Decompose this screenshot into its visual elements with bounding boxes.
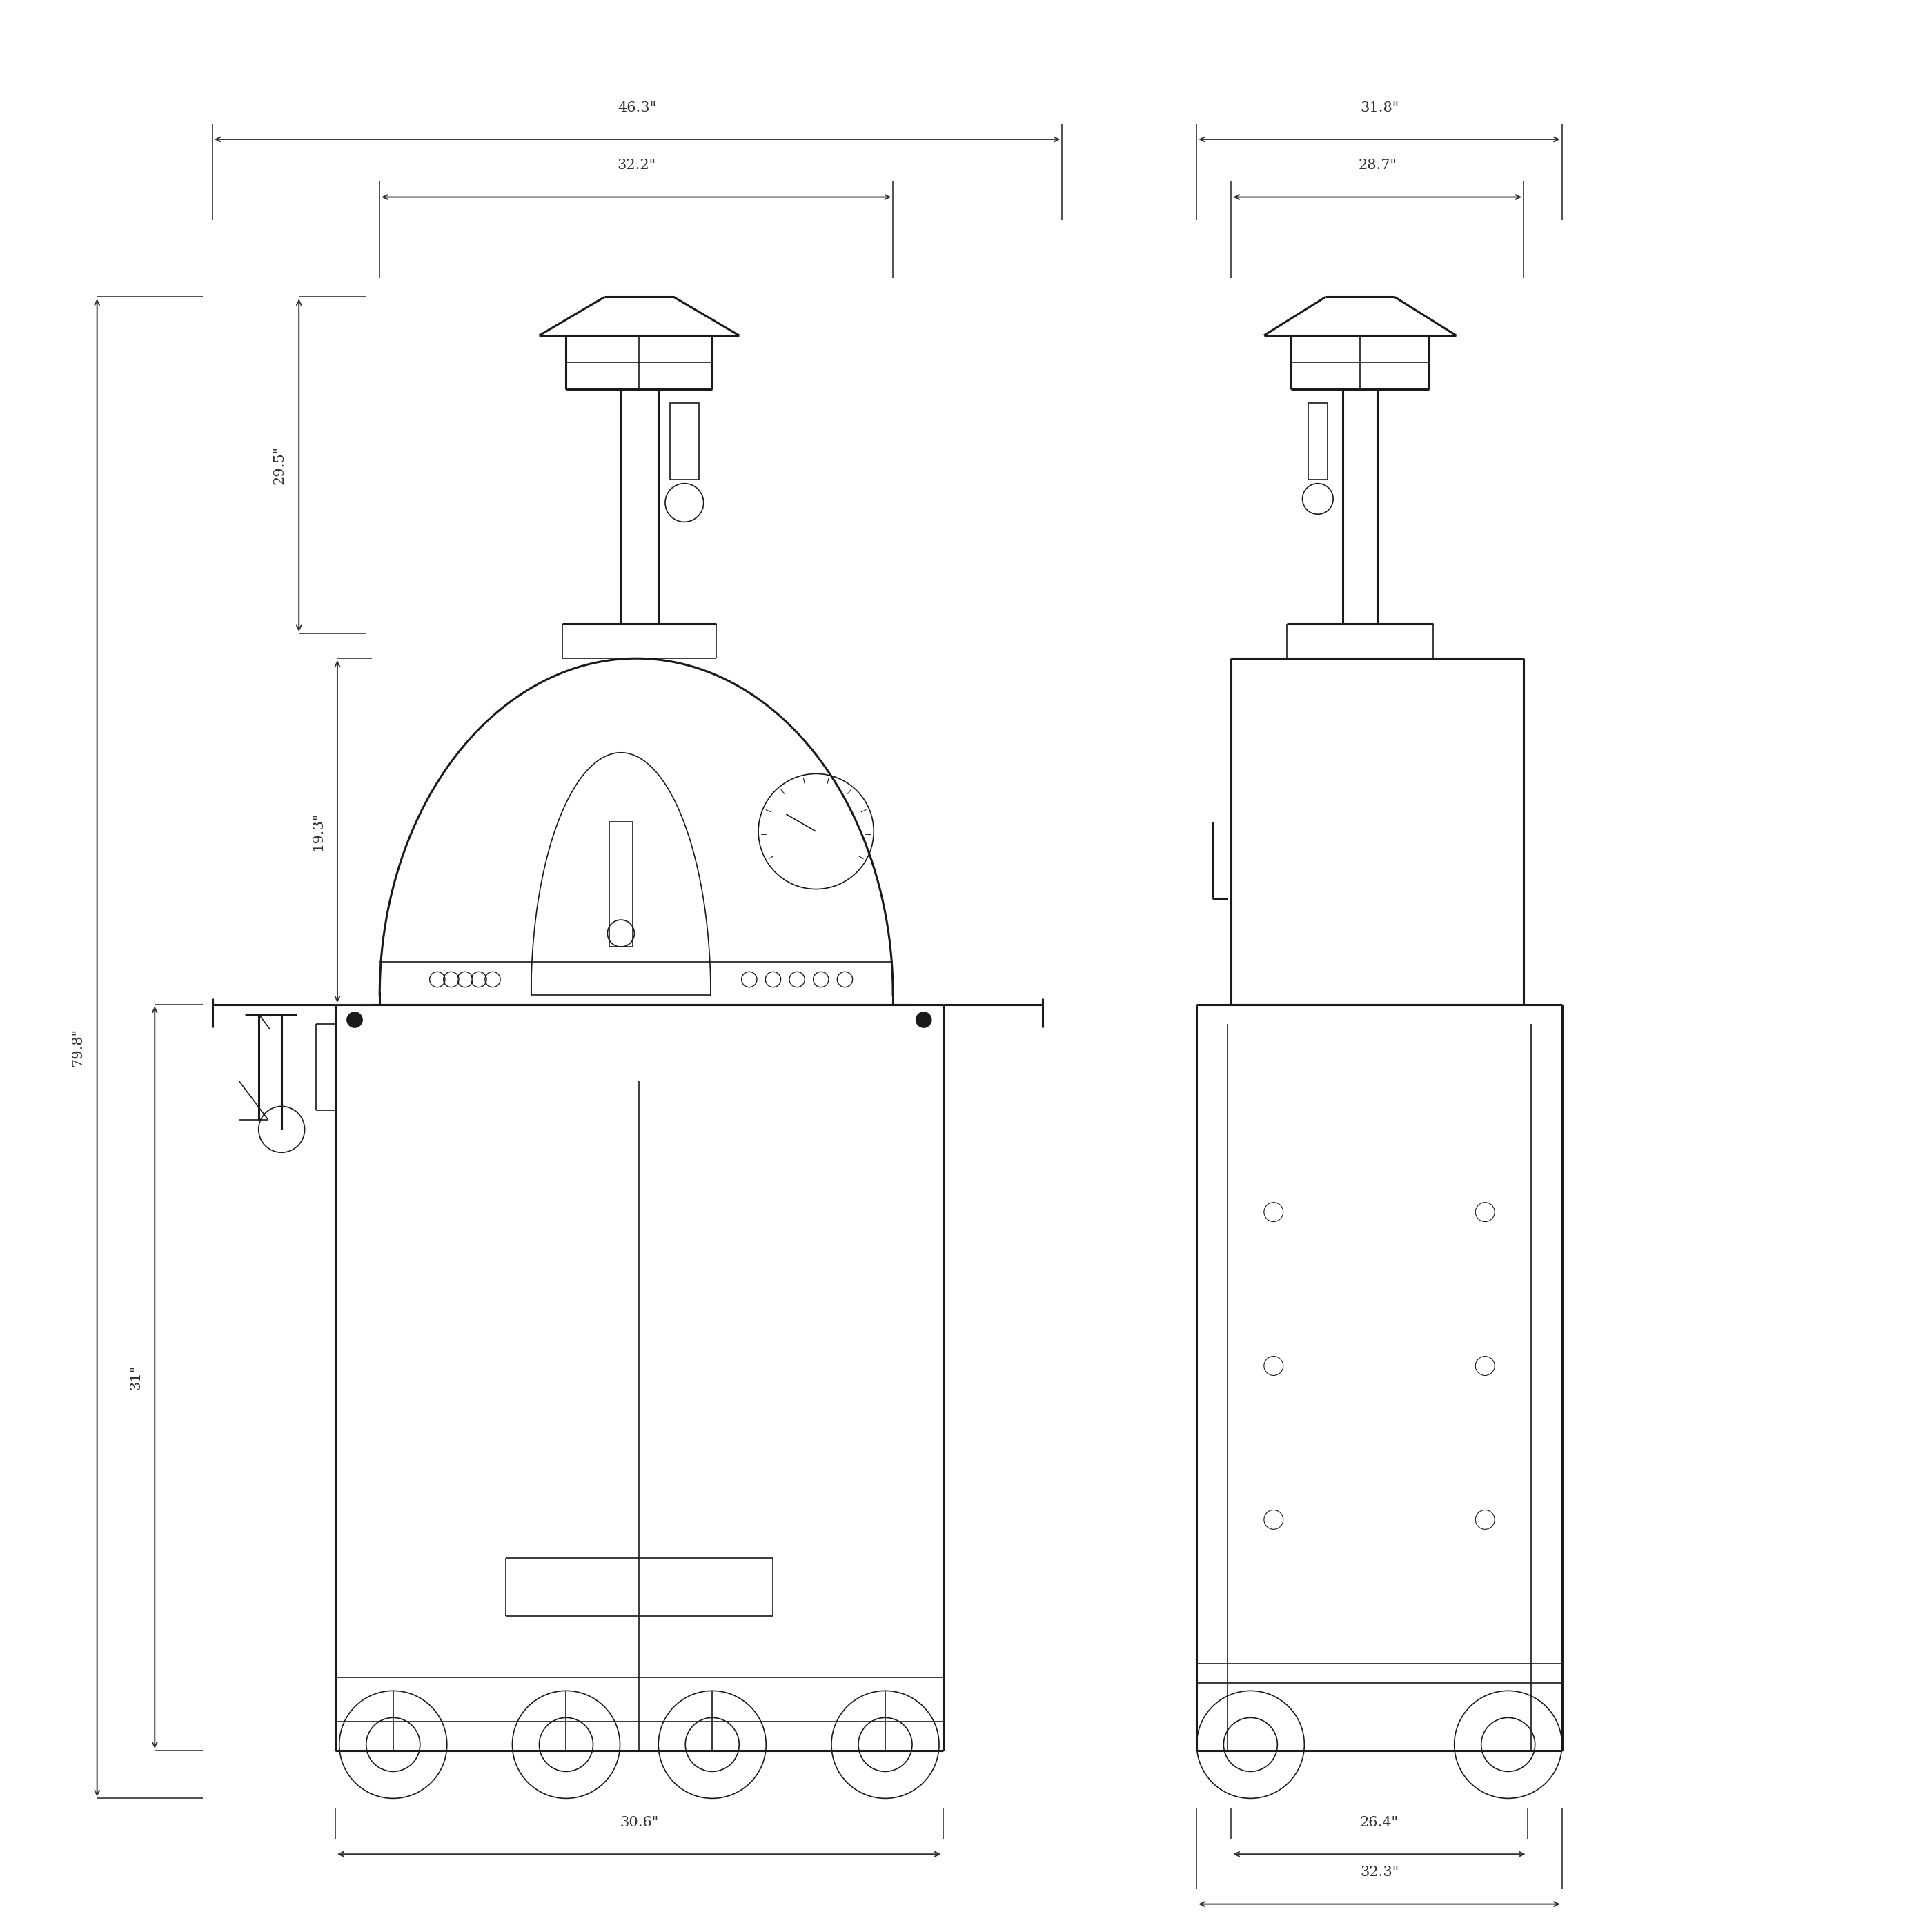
Text: 31.8": 31.8" bbox=[1360, 100, 1399, 114]
Text: 19.3": 19.3" bbox=[311, 811, 325, 850]
Circle shape bbox=[916, 1012, 931, 1028]
Text: 28.7": 28.7" bbox=[1358, 158, 1397, 172]
Text: 29.5": 29.5" bbox=[272, 446, 286, 485]
Text: 32.3": 32.3" bbox=[1360, 1866, 1399, 1880]
Text: 26.4": 26.4" bbox=[1360, 1816, 1399, 1830]
Text: 31": 31" bbox=[129, 1364, 143, 1389]
Bar bbox=[609, 821, 632, 947]
Text: 46.3": 46.3" bbox=[618, 100, 657, 114]
Text: 32.2": 32.2" bbox=[616, 158, 655, 172]
Circle shape bbox=[348, 1012, 363, 1028]
Text: 30.6": 30.6" bbox=[620, 1816, 659, 1830]
Bar bbox=[1308, 402, 1327, 479]
Text: 79.8": 79.8" bbox=[71, 1028, 85, 1066]
Bar bbox=[670, 402, 699, 479]
